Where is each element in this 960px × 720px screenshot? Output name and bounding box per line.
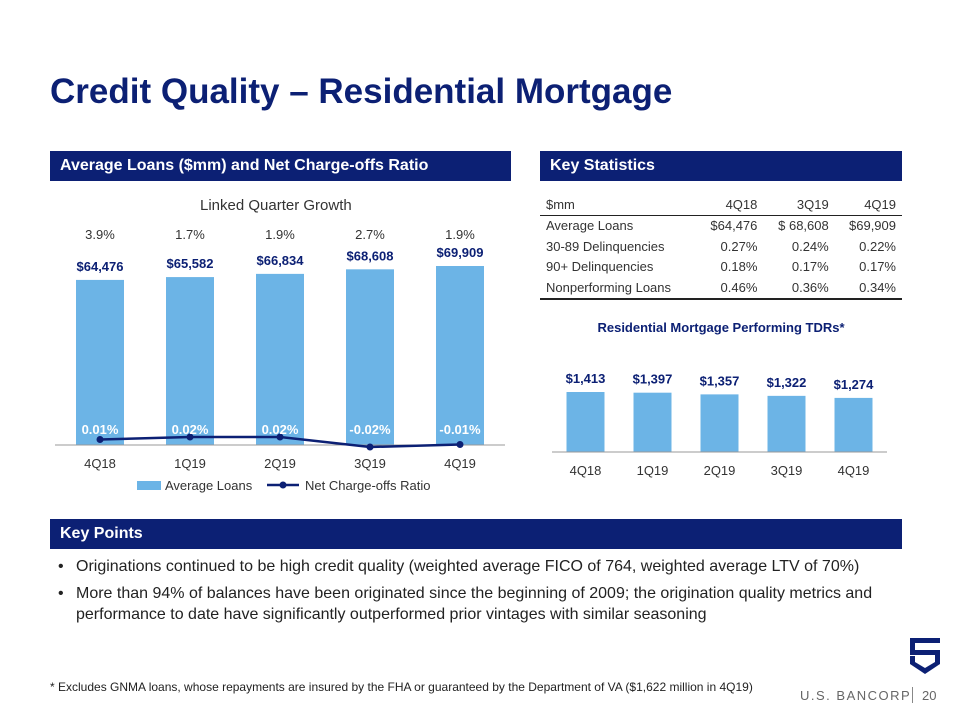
bar-average-loans <box>166 277 214 445</box>
x-tick-label: 3Q19 <box>771 463 803 478</box>
key-point-text: More than 94% of balances have been orig… <box>76 585 873 623</box>
x-tick-label: 4Q19 <box>444 456 476 471</box>
x-tick-label: 4Q18 <box>570 463 602 478</box>
x-tick-label: 4Q19 <box>838 463 870 478</box>
legend-line-marker <box>279 481 287 489</box>
x-tick-label: 2Q19 <box>264 456 296 471</box>
key-points-list: • Originations continued to be high cred… <box>56 556 906 631</box>
stats-cell: Nonperforming Loans <box>540 277 697 300</box>
line-point <box>186 433 194 441</box>
legend-swatch-bars <box>137 481 161 490</box>
stats-cell: $ 68,608 <box>778 218 829 234</box>
stats-cell: 0.17% <box>791 259 829 275</box>
bar-value-label: $1,357 <box>700 373 740 388</box>
stats-header-row: $mm 4Q18 3Q19 4Q19 <box>540 194 902 216</box>
stats-cell: 0.27% <box>720 238 758 254</box>
stats-cell: 0.34% <box>834 277 902 300</box>
line-point <box>276 433 284 441</box>
stats-cell: 0.24% <box>791 238 829 254</box>
stats-cell: 0.36% <box>763 277 835 300</box>
stats-row: 90+ Delinquencies 0.18% 0.17% 0.17% <box>540 257 902 278</box>
key-points-header: Key Points <box>50 519 902 549</box>
key-point: • Originations continued to be high cred… <box>56 556 906 577</box>
ratio-label: 0.01% <box>82 422 119 437</box>
stats-cell: 0.17% <box>859 259 896 275</box>
stats-row: 30-89 Delinquencies 0.27% 0.24% 0.22% <box>540 236 902 257</box>
bar-tdr <box>566 392 605 452</box>
bar-value-label: $66,834 <box>257 253 305 268</box>
stats-col-header: 4Q18 <box>696 194 764 216</box>
footnote: * Excludes GNMA loans, whose repayments … <box>50 680 753 694</box>
bar-value-label: $68,608 <box>347 248 394 263</box>
bar-tdr <box>633 392 672 452</box>
x-tick-label: 3Q19 <box>354 456 386 471</box>
bar-tdr <box>767 395 806 452</box>
bar-average-loans <box>346 269 394 445</box>
stats-cell: Average Loans <box>546 218 634 234</box>
growth-label: 1.7% <box>175 227 205 242</box>
legend-label: Net Charge-offs Ratio <box>305 478 431 493</box>
left-section-header: Average Loans ($mm) and Net Charge-offs … <box>50 151 511 181</box>
growth-label: 1.9% <box>445 227 475 242</box>
stats-cell: 0.22% <box>859 238 896 254</box>
stats-cell: 90+ Delinquencies <box>546 259 654 275</box>
legend-label: Average Loans <box>165 478 253 493</box>
ratio-label: 0.02% <box>262 422 299 437</box>
bar-average-loans <box>436 266 484 445</box>
stats-cell: $69,909 <box>849 218 896 234</box>
ratio-label: -0.02% <box>349 422 391 437</box>
bar-tdr <box>700 394 739 452</box>
stats-cell: 0.18% <box>720 259 758 275</box>
stats-cell: 30-89 Delinquencies <box>546 238 665 254</box>
line-point <box>456 441 464 448</box>
bullet-icon: • <box>58 585 64 602</box>
tdr-chart-title: Residential Mortgage Performing TDRs* <box>597 320 845 335</box>
growth-subtitle: Linked Quarter Growth <box>200 197 352 214</box>
bar-value-label: $1,397 <box>633 372 673 387</box>
page-title: Credit Quality – Residential Mortgage <box>50 72 673 111</box>
loans-chart: 3.9% 1.7% 1.9% 2.7% 1.9% $64,476 $65,582 $66,83… <box>55 227 505 493</box>
x-tick-label: 2Q19 <box>704 463 736 478</box>
ratio-label: 0.02% <box>172 422 209 437</box>
ratio-label: -0.01% <box>439 422 481 437</box>
key-statistics-table: $mm 4Q18 3Q19 4Q19 Average Loans $64,476… <box>540 194 902 300</box>
bar-value-label: $64,476 <box>77 259 124 274</box>
usbank-shield-icon <box>910 638 940 674</box>
bar-value-label: $1,274 <box>834 377 875 392</box>
growth-label: 2.7% <box>355 227 385 242</box>
growth-label: 1.9% <box>265 227 295 242</box>
x-tick-label: 1Q19 <box>637 463 669 478</box>
bar-value-label: $65,582 <box>167 256 214 271</box>
x-tick-label: 4Q18 <box>84 456 116 471</box>
bar-value-label: $69,909 <box>437 245 484 260</box>
x-tick-label: 1Q19 <box>174 456 206 471</box>
line-point <box>96 436 104 443</box>
line-point <box>366 443 374 451</box>
bar-value-label: $1,322 <box>767 375 807 390</box>
page-number: 20 <box>922 688 937 703</box>
stats-col-header: 4Q19 <box>834 194 902 216</box>
footer-divider <box>912 687 913 703</box>
stats-cell: 0.46% <box>696 277 764 300</box>
growth-label: 3.9% <box>85 227 115 242</box>
bar-tdr <box>834 397 873 452</box>
key-point-text: Originations continued to be high credit… <box>76 558 860 575</box>
bar-value-label: $1,413 <box>566 371 606 386</box>
right-section-header: Key Statistics <box>540 151 902 181</box>
stats-col-header: $mm <box>540 194 697 216</box>
bullet-icon: • <box>58 558 64 575</box>
stats-row: Nonperforming Loans 0.46% 0.36% 0.34% <box>540 277 902 300</box>
tdr-chart: Residential Mortgage Performing TDRs* $1,… <box>552 320 887 478</box>
brand-name: U.S. BANCORP <box>800 688 912 703</box>
stats-row: Average Loans $64,476 $ 68,608 $69,909 <box>540 215 902 236</box>
stats-col-header: 3Q19 <box>763 194 835 216</box>
stats-cell: $64,476 <box>710 218 758 234</box>
bar-average-loans <box>256 273 304 445</box>
key-point: • More than 94% of balances have been or… <box>56 583 906 625</box>
bar-average-loans <box>76 279 124 445</box>
